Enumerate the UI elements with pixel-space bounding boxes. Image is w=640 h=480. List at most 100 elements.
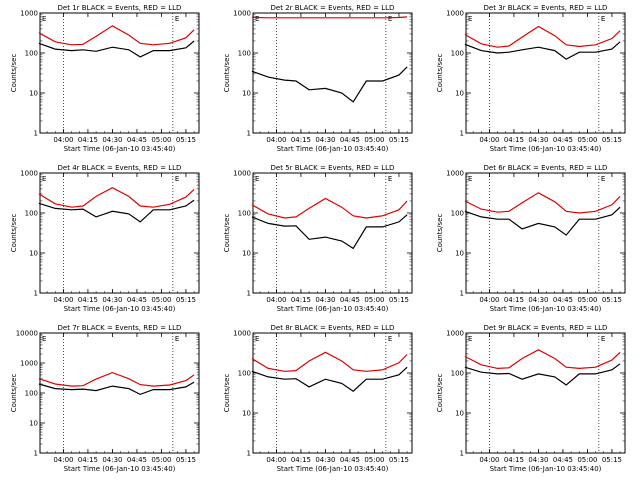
plot-frame (465, 172, 626, 294)
x-tick-label: 04:30 (528, 456, 548, 464)
series-lld-line (464, 349, 621, 370)
x-tick-label: 05:00 (577, 456, 597, 464)
y-tick-label: 100 (25, 210, 38, 218)
x-axis-label: Start Time (06-Jan-10 03:45:40) (490, 145, 602, 153)
x-tick-label: 04:15 (78, 136, 98, 144)
panel-title: Det 3r BLACK = Events, RED = LLD (484, 4, 608, 12)
detector-panel-7: Det 7r BLACK = Events, RED = LLD 1 10 100 10… (10, 324, 200, 473)
plot-frame (252, 172, 413, 294)
event-marker-label: E (388, 15, 392, 23)
y-tick-label: 100 (238, 370, 251, 378)
y-tick-label: 1 (34, 130, 38, 138)
y-tick-label: 1000 (446, 170, 464, 178)
x-tick-label: 05:00 (364, 456, 384, 464)
series-events-line (38, 381, 195, 396)
series-events-line (464, 41, 621, 60)
panel-title: Det 2r BLACK = Events, RED = LLD (271, 4, 395, 12)
event-marker-label: E (601, 15, 605, 23)
y-tick-label: 1 (247, 130, 251, 138)
event-marker-label: E (255, 15, 259, 23)
x-tick-label: 05:00 (577, 136, 597, 144)
x-tick-label: 04:45 (553, 136, 573, 144)
y-axis-label: Counts/sec (436, 54, 444, 93)
event-marker-label: E (175, 15, 179, 23)
x-tick-label: 05:00 (364, 296, 384, 304)
event-marker-label: E (601, 335, 605, 343)
x-tick-label: 04:15 (504, 456, 524, 464)
y-tick-label: 1000 (20, 360, 38, 368)
x-tick-label: 04:15 (78, 456, 98, 464)
panel-title: Det 9r BLACK = Events, RED = LLD (484, 324, 608, 332)
detector-panel-4: Det 4r BLACK = Events, RED = LLD 1 10 100 10… (10, 164, 200, 313)
x-tick-label: 05:15 (602, 136, 622, 144)
x-tick-label: 05:15 (389, 136, 409, 144)
y-tick-label: 100 (238, 50, 251, 58)
y-axis-label: Counts/sec (436, 374, 444, 413)
y-tick-label: 100 (451, 370, 464, 378)
series-events-line (464, 363, 621, 386)
x-tick-label: 04:00 (266, 456, 286, 464)
panel-title: Det 1r BLACK = Events, RED = LLD (58, 4, 182, 12)
y-tick-label: 1000 (446, 330, 464, 338)
x-tick-label: 04:45 (127, 136, 147, 144)
detector-panel-1: Det 1r BLACK = Events, RED = LLD 1 10 100 10… (10, 4, 200, 153)
x-tick-label: 04:15 (291, 136, 311, 144)
series-lld-line (251, 351, 408, 372)
x-tick-label: 05:15 (389, 296, 409, 304)
event-marker-label: E (255, 335, 259, 343)
x-tick-label: 04:45 (340, 136, 360, 144)
x-axis-label: Start Time (06-Jan-10 03:45:40) (277, 465, 389, 473)
panel-title: Det 8r BLACK = Events, RED = LLD (271, 324, 395, 332)
x-tick-label: 04:30 (315, 296, 335, 304)
y-tick-label: 1000 (20, 170, 38, 178)
event-marker-label: E (601, 175, 605, 183)
x-tick-label: 04:30 (528, 136, 548, 144)
x-axis-label: Start Time (06-Jan-10 03:45:40) (64, 145, 176, 153)
x-tick-label: 04:45 (340, 456, 360, 464)
event-marker-label: E (468, 175, 472, 183)
plot-frame (39, 172, 200, 294)
x-axis-label: Start Time (06-Jan-10 03:45:40) (64, 305, 176, 313)
y-tick-label: 10 (242, 410, 251, 418)
series-lld-line (464, 25, 621, 48)
y-axis-label: Counts/sec (223, 54, 231, 93)
x-tick-label: 05:00 (151, 136, 171, 144)
series-events-line (38, 40, 195, 58)
y-tick-label: 100 (451, 210, 464, 218)
detector-panel-3: Det 3r BLACK = Events, RED = LLD 1 10 100 10… (436, 4, 626, 153)
panel-title: Det 4r BLACK = Events, RED = LLD (58, 164, 182, 172)
x-axis-label: Start Time (06-Jan-10 03:45:40) (64, 465, 176, 473)
x-tick-label: 05:00 (364, 136, 384, 144)
x-tick-label: 04:45 (340, 296, 360, 304)
x-tick-label: 05:15 (176, 456, 196, 464)
y-tick-label: 10 (455, 90, 464, 98)
event-marker-label: E (42, 15, 46, 23)
y-tick-label: 10 (29, 250, 38, 258)
x-tick-label: 04:00 (53, 136, 73, 144)
event-marker-label: E (42, 335, 46, 343)
x-tick-label: 05:00 (577, 296, 597, 304)
event-marker-label: E (388, 175, 392, 183)
y-axis-label: Counts/sec (223, 374, 231, 413)
x-tick-label: 04:30 (315, 136, 335, 144)
panel-title: Det 7r BLACK = Events, RED = LLD (58, 324, 182, 332)
series-lld-line (251, 197, 408, 219)
panel-title: Det 6r BLACK = Events, RED = LLD (484, 164, 608, 172)
detector-panel-2: Det 2r BLACK = Events, RED = LLD 1 10 100 10… (223, 4, 413, 153)
y-tick-label: 1 (34, 290, 38, 298)
x-tick-label: 05:15 (602, 296, 622, 304)
y-tick-label: 1000 (233, 10, 251, 18)
x-tick-label: 04:15 (504, 136, 524, 144)
x-tick-label: 04:30 (102, 456, 122, 464)
y-tick-label: 10 (455, 250, 464, 258)
plot-frame (252, 12, 413, 134)
x-tick-label: 04:30 (315, 456, 335, 464)
x-tick-label: 04:45 (553, 456, 573, 464)
x-tick-label: 04:45 (127, 296, 147, 304)
x-tick-label: 04:15 (78, 296, 98, 304)
x-tick-label: 04:00 (479, 456, 499, 464)
x-axis-label: Start Time (06-Jan-10 03:45:40) (277, 305, 389, 313)
series-events-line (251, 66, 408, 103)
x-tick-label: 05:15 (176, 296, 196, 304)
